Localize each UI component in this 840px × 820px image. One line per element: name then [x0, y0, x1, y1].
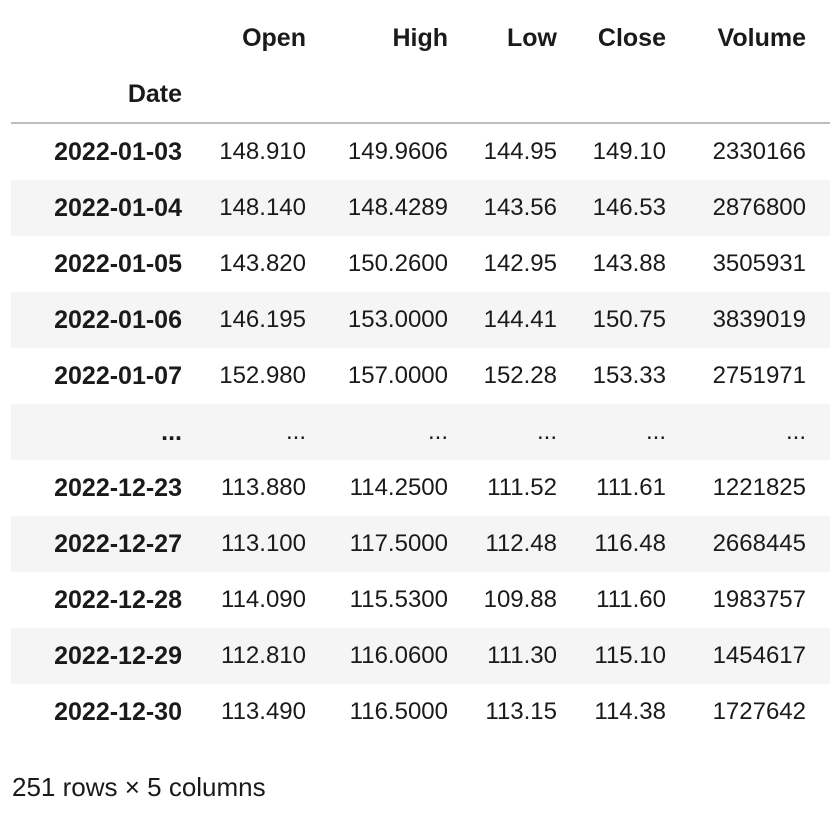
cell-volume: 2751971	[712, 362, 806, 389]
cell-low: 112.48	[485, 530, 557, 557]
index-name: Date	[11, 66, 196, 124]
cell-close: ...	[645, 418, 666, 445]
cell-volume: 1221825	[712, 474, 806, 501]
cell-open: 143.820	[219, 250, 306, 277]
cell-close: 153.33	[592, 362, 666, 389]
row-index: 2022-01-07	[54, 361, 182, 390]
table-row: 2022-01-05 143.820 150.2600 142.95 143.88 350…	[11, 236, 830, 292]
cell-open: 113.880	[221, 474, 306, 501]
cell-volume: 2668445	[712, 530, 806, 557]
cell-high: 114.2500	[349, 474, 448, 501]
table-row: 2022-01-07 152.980 157.0000 152.28 153.33 275…	[11, 348, 830, 404]
table-row: 2022-12-23 113.880 114.2500 111.52 111.61 122…	[11, 460, 830, 516]
cell-low: 144.41	[483, 306, 557, 333]
table-row: 2022-01-06 146.195 153.0000 144.41 150.75 383…	[11, 292, 830, 348]
table-body: 2022-01-03 148.910 149.9606 144.95 149.10 233…	[11, 123, 830, 740]
row-index: ...	[161, 417, 182, 446]
cell-high: 149.9606	[347, 138, 448, 165]
column-header: Open	[242, 23, 306, 52]
cell-volume: 3839019	[712, 306, 806, 333]
cell-volume: 1727642	[712, 698, 806, 725]
cell-low: 111.52	[487, 474, 557, 501]
cell-low: 152.28	[483, 362, 557, 389]
cell-close: 115.10	[594, 642, 666, 669]
cell-open: 113.490	[221, 698, 306, 725]
row-index: 2022-01-05	[54, 249, 182, 278]
cell-close: 149.10	[592, 138, 666, 165]
cell-volume: 2876800	[712, 194, 806, 221]
cell-high: 115.5300	[349, 586, 448, 613]
cell-volume: 1983757	[712, 586, 806, 613]
cell-low: 113.15	[485, 698, 557, 725]
table-row: 2022-12-30 113.490 116.5000 113.15 114.38 172…	[11, 684, 830, 740]
index-header-row: Date	[11, 66, 830, 124]
cell-open: 152.980	[219, 362, 306, 389]
cell-low: 111.30	[487, 642, 557, 669]
cell-high: 157.0000	[347, 362, 448, 389]
cell-high: ...	[427, 418, 448, 445]
cell-low: 142.95	[483, 250, 557, 277]
cell-open: 148.140	[219, 194, 306, 221]
table-row: 2022-12-28 114.090 115.5300 109.88 111.60 198…	[11, 572, 830, 628]
cell-low: 144.95	[483, 138, 557, 165]
corner-cell	[11, 10, 196, 66]
table-row: ..................	[11, 404, 830, 460]
cell-close: 111.61	[596, 474, 666, 501]
cell-high: 148.4289	[347, 194, 448, 221]
table-row: 2022-12-29 112.810 116.0600 111.30 115.10 145…	[11, 628, 830, 684]
cell-volume: 2330166	[712, 138, 806, 165]
cell-low: 109.88	[483, 586, 557, 613]
cell-high: 153.0000	[347, 306, 448, 333]
cell-low: ...	[536, 418, 557, 445]
row-index: 2022-12-23	[54, 473, 182, 502]
cell-open: 113.100	[221, 530, 306, 557]
row-index: 2022-12-30	[54, 697, 182, 726]
row-index: 2022-01-06	[54, 305, 182, 334]
cell-open: 148.910	[219, 138, 306, 165]
cell-open: 112.810	[221, 642, 306, 669]
cell-high: 150.2600	[347, 250, 448, 277]
column-header-row: Open High Low Close Volume	[11, 10, 830, 66]
cell-low: 143.56	[483, 194, 557, 221]
row-index: 2022-01-04	[54, 193, 182, 222]
table-row: 2022-12-27 113.100 117.5000 112.48 116.48 266…	[11, 516, 830, 572]
cell-close: 150.75	[592, 306, 666, 333]
cell-open: ...	[285, 418, 306, 445]
cell-open: 146.195	[219, 306, 306, 333]
cell-close: 114.38	[594, 698, 666, 725]
cell-close: 116.48	[594, 530, 666, 557]
row-index: 2022-12-29	[54, 641, 182, 670]
dataframe-table: Open High Low Close Volume Date 2022-01-…	[11, 10, 830, 740]
column-header: Volume	[717, 23, 806, 52]
cell-close: 146.53	[592, 194, 666, 221]
cell-volume: ...	[785, 418, 806, 445]
cell-close: 143.88	[592, 250, 666, 277]
column-header: High	[392, 23, 448, 52]
cell-volume: 1454617	[712, 642, 806, 669]
row-index: 2022-01-03	[54, 137, 182, 166]
column-header: Close	[597, 23, 666, 52]
cell-volume: 3505931	[712, 250, 806, 277]
cell-high: 116.0600	[349, 642, 448, 669]
row-index: 2022-12-27	[54, 529, 182, 558]
cell-open: 114.090	[221, 586, 306, 613]
cell-high: 116.5000	[349, 698, 448, 725]
column-header: Low	[507, 23, 557, 52]
row-index: 2022-12-28	[54, 585, 182, 614]
cell-high: 117.5000	[349, 530, 448, 557]
table-row: 2022-01-03 148.910 149.9606 144.95 149.10 233…	[11, 123, 830, 180]
row-count-summary: 251 rows × 5 columns	[12, 772, 266, 802]
cell-close: 111.60	[596, 586, 666, 613]
table-row: 2022-01-04 148.140 148.4289 143.56 146.53 287…	[11, 180, 830, 236]
